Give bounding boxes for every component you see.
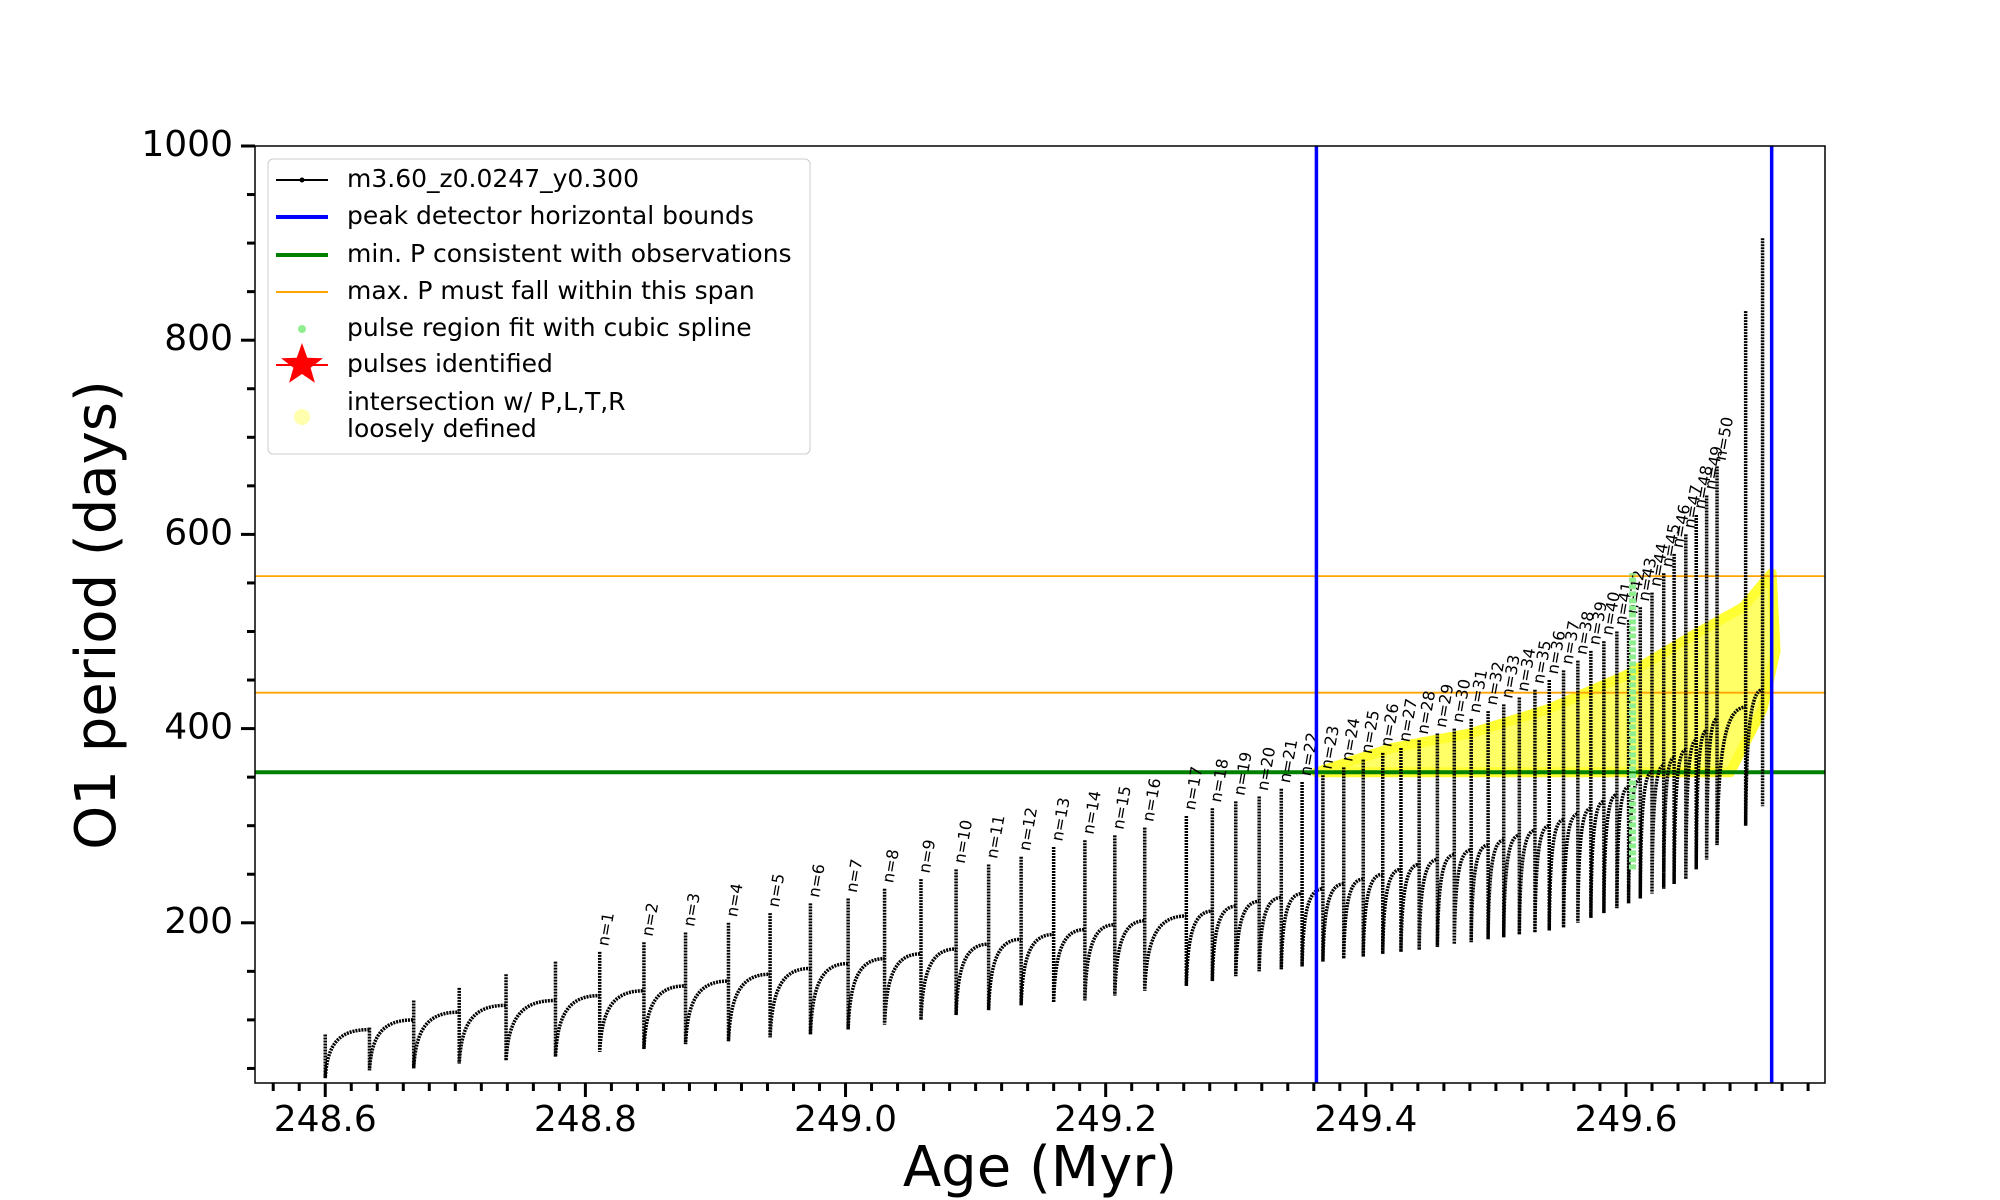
pulse-cycle [553,961,600,1057]
pulse-cycle [1361,759,1384,957]
pulse-cycle [1694,514,1708,870]
legend-label: pulses identified [347,349,553,378]
pulse-cycle [1210,808,1236,982]
pulse-cycle [1257,796,1282,972]
pulse-cycle [642,942,686,1050]
legend-label: min. P consistent with observations [347,239,792,268]
pulse-cycle [954,869,989,1016]
pulse-cycle [1300,781,1324,967]
pulse-cycle [1561,670,1579,928]
legend-label: peak detector horizontal bounds [347,201,754,230]
legend-label: loosely defined [347,414,537,443]
pulse-cycle [1533,689,1550,933]
pulse-cycle [1638,607,1653,899]
y-tick-label: 400 [164,707,233,748]
pulse-cycle [919,879,957,1020]
pulse-cycle [1602,641,1618,914]
pulse-cycle [1589,650,1605,918]
pulse-cycle [1469,718,1489,943]
y-axis-label: O1 period (days) [64,380,129,850]
legend-label: pulse region fit with cubic spline [347,313,752,342]
y-tick-label: 600 [164,512,233,553]
pulse-cycle [1704,495,1718,860]
y-tick-label: 200 [164,901,233,942]
pulse-cycle [1501,704,1520,938]
y-tick-label: 1000 [141,124,233,165]
pulse-cycle [411,1000,460,1069]
pulse-cycle [1715,466,1746,846]
x-tick-label: 249.6 [1574,1099,1677,1140]
pulse-cycle [726,922,771,1042]
plot-frame [254,145,1826,1084]
x-tick-label: 248.8 [534,1099,637,1140]
pulse-cycle [683,932,729,1045]
pulse-cycle [1743,311,1764,826]
pulse-cycle [846,898,885,1030]
pulse-cycle [1626,619,1641,904]
pulse-cycle [1051,847,1086,1003]
pulse-cycle [1113,835,1145,996]
pulse-cycle [1661,573,1675,889]
pulse-cycle [323,1027,370,1079]
x-axis-label: Age (Myr) [903,1135,1177,1200]
pulse-cycle [504,974,556,1061]
legend-marker [281,343,323,383]
pulse-cycle [1381,752,1402,954]
pulse-cycle [1452,728,1472,945]
pulse-cycle [1672,553,1687,884]
pulse-cycle [986,864,1022,1011]
pulse-cycle [1486,711,1505,940]
legend-marker [298,325,306,333]
pulse-cycle [1234,801,1260,977]
legend-marker [299,177,305,183]
x-tick-label: 248.6 [274,1099,377,1140]
y-tick-label: 800 [164,318,233,359]
pulse-cycle [1019,856,1054,1006]
pulse-cycle [1684,534,1697,880]
pulse-cycle [1142,827,1187,991]
x-tick-label: 249.0 [794,1099,897,1140]
pulse-cycle [1547,680,1565,931]
pulse-cycle [457,987,507,1064]
pulse-cycle [882,888,922,1025]
pulse-cycle [597,951,644,1053]
pulse-cycle [808,903,849,1035]
legend-label: intersection w/ P,L,T,R [347,387,626,416]
pulse-cycle [1576,660,1592,923]
pulse-cycle [1517,697,1536,935]
pulse-cycle [1615,631,1630,909]
pulse-cycle [1417,740,1438,951]
x-tick-label: 249.2 [1054,1099,1157,1140]
pulse-cycle [1279,788,1303,970]
legend-box [267,158,811,455]
legend-label: max. P must fall within this span [347,276,755,305]
pulse-cycle [1321,775,1344,962]
pulse-cycle [768,913,811,1038]
pulse-cycle [1184,815,1213,986]
x-tick-label: 249.4 [1314,1099,1417,1140]
pulse-cycle [1083,840,1115,1001]
legend-label: m3.60_z0.0247_y0.300 [347,164,639,193]
legend-marker [294,409,310,425]
pulse-cycle [1341,767,1364,959]
pulse-cycle [367,1018,414,1071]
pulse-cycle [1435,733,1455,948]
pulse-cycle [1399,748,1420,952]
